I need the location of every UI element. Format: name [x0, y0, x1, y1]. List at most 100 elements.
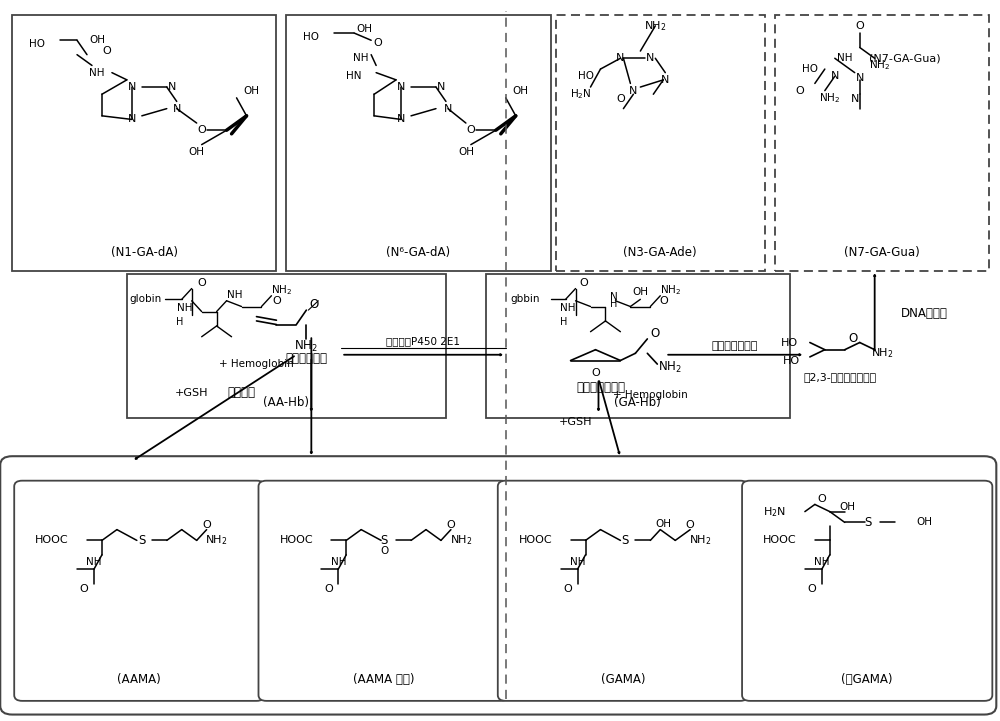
Text: DNA加合物: DNA加合物 [901, 307, 948, 320]
Text: O: O [272, 296, 281, 306]
Text: +GSH: +GSH [559, 417, 592, 427]
FancyBboxPatch shape [498, 481, 748, 701]
Text: gbbin: gbbin [511, 294, 540, 304]
Text: O: O [563, 583, 572, 593]
Text: HO: HO [781, 337, 798, 348]
Text: O: O [579, 278, 588, 288]
Text: N: N [831, 71, 839, 81]
Text: (AAMA 亚睸): (AAMA 亚睸) [353, 673, 414, 686]
Text: NH$_2$: NH$_2$ [871, 346, 894, 360]
Text: 细胞色素P450 2E1: 细胞色素P450 2E1 [386, 336, 460, 346]
Text: HO: HO [783, 355, 800, 366]
Text: O: O [686, 520, 695, 529]
Text: HOOC: HOOC [35, 536, 69, 545]
Text: O: O [310, 298, 319, 311]
Text: O: O [848, 332, 857, 345]
Text: HOOC: HOOC [519, 536, 552, 545]
Text: HN: HN [346, 71, 362, 81]
Text: OH: OH [655, 519, 671, 528]
Text: N: N [856, 73, 864, 83]
Text: N: N [168, 82, 176, 92]
Text: NH: NH [331, 557, 346, 567]
Text: NH: NH [837, 53, 853, 63]
Text: +GSH: +GSH [175, 388, 208, 398]
Text: N: N [397, 115, 405, 125]
Text: N: N [444, 104, 452, 114]
Text: NH: NH [86, 557, 102, 567]
Text: NH$_2$: NH$_2$ [689, 534, 711, 547]
Text: O: O [324, 583, 333, 593]
Text: N: N [629, 86, 638, 96]
Text: N: N [128, 115, 136, 125]
Text: NH: NH [814, 557, 830, 567]
Bar [486, 274, 790, 418]
Text: HOOC: HOOC [763, 536, 797, 545]
Text: OH: OH [458, 147, 474, 156]
Text: HO: HO [303, 32, 319, 42]
Text: + Hemoglobin: + Hemoglobin [219, 359, 294, 369]
Text: (异GAMA): (异GAMA) [841, 673, 893, 686]
Text: H: H [560, 317, 567, 327]
Text: globin: globin [130, 294, 162, 304]
Text: S: S [380, 534, 388, 547]
Text: （2,3-二羟基丙酰胺）: （2,3-二羟基丙酰胺） [803, 372, 876, 382]
FancyBboxPatch shape [14, 481, 264, 701]
Bar [775, 15, 989, 270]
Text: 仅在人体: 仅在人体 [228, 386, 256, 399]
Text: (N7-GA-Gua): (N7-GA-Gua) [844, 246, 920, 259]
Text: O: O [374, 38, 383, 48]
Text: OH: OH [89, 35, 105, 45]
Text: O: O [796, 86, 804, 96]
Text: O: O [651, 327, 660, 340]
Text: OH: OH [244, 86, 260, 96]
Text: H: H [610, 299, 617, 309]
Text: S: S [138, 534, 146, 547]
Text: O: O [807, 583, 816, 593]
Text: (N7-GA-Gua): (N7-GA-Gua) [869, 53, 940, 63]
Text: H$_2$N: H$_2$N [570, 87, 591, 101]
Text: OH: OH [513, 86, 529, 96]
Text: O: O [466, 125, 475, 136]
Text: O: O [659, 296, 668, 306]
Text: + Hemoglobin: + Hemoglobin [613, 390, 688, 400]
Text: OH: OH [917, 518, 933, 528]
Text: NH$_2$: NH$_2$ [660, 283, 681, 297]
Text: O: O [616, 94, 625, 105]
Text: (GAMA): (GAMA) [601, 673, 645, 686]
Text: N: N [128, 82, 136, 92]
Text: S: S [622, 534, 629, 547]
Text: (AA-Hb): (AA-Hb) [263, 396, 309, 409]
FancyBboxPatch shape [0, 456, 996, 715]
Text: NH: NH [177, 303, 192, 313]
Text: O: O [817, 494, 826, 504]
Text: O: O [197, 278, 206, 288]
Text: NH: NH [227, 290, 242, 300]
Text: NH$_2$: NH$_2$ [869, 58, 890, 72]
Text: OH: OH [632, 287, 648, 297]
Text: N: N [610, 292, 617, 302]
Text: O: O [197, 125, 206, 136]
Text: O: O [855, 21, 864, 31]
Text: NH$_2$: NH$_2$ [658, 360, 682, 375]
Text: NH: NH [89, 68, 105, 78]
Bar [12, 15, 276, 270]
Text: N: N [437, 82, 445, 92]
Text: NH: NH [353, 53, 369, 63]
Text: N: N [851, 94, 859, 105]
Text: OH: OH [840, 502, 856, 512]
Text: O: O [202, 520, 211, 529]
Text: O: O [103, 46, 111, 56]
Text: NH: NH [570, 557, 585, 567]
Text: HO: HO [802, 64, 818, 74]
Text: NH$_2$: NH$_2$ [450, 534, 472, 547]
Text: NH$_2$: NH$_2$ [205, 534, 228, 547]
FancyBboxPatch shape [258, 481, 509, 701]
Text: N: N [616, 53, 625, 63]
Text: H$_2$N: H$_2$N [763, 505, 786, 518]
Text: （丙烯酰胺）: （丙烯酰胺） [285, 352, 327, 365]
Text: N: N [646, 53, 655, 63]
Text: NH$_2$: NH$_2$ [271, 283, 292, 297]
Text: NH$_2$: NH$_2$ [644, 19, 667, 32]
Bar [127, 274, 446, 418]
Text: O: O [447, 520, 455, 529]
